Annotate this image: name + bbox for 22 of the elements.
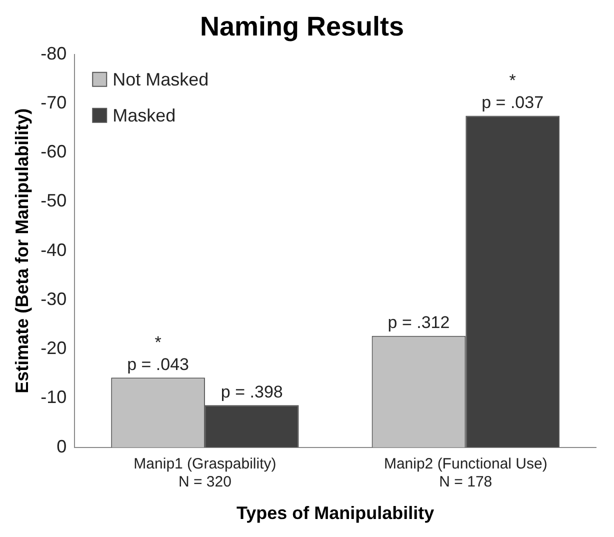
annotation: p = .043 [127,354,189,374]
legend-label: Not Masked [112,69,209,90]
y-tick-label: 0 [56,436,67,456]
annotation: p = .037 [482,92,544,112]
annotation: p = .312 [388,313,450,332]
x-axis-title: Types of Manipulability [236,503,434,524]
y-tick-label: -50 [40,190,67,211]
y-tick-label: -10 [40,387,67,408]
annotation: * [509,70,516,90]
x-tick-label: Manip2 (Functional Use) N = 178 [384,456,548,491]
y-tick-label: -60 [40,142,67,162]
x-tick-label: Manip1 (Graspability) N = 320 [134,456,276,491]
annotation: * [154,332,162,352]
y-axis-title: Estimate (Beta for Manipulability) [12,108,32,394]
y-tick-label: -30 [40,288,67,309]
annotation: p = .398 [220,382,283,402]
y-tick-label: -70 [40,92,67,112]
chart-title: Naming Results [200,12,404,42]
y-tick-label: -80 [40,43,67,64]
legend-label: Masked [112,105,176,126]
y-tick-label: -20 [40,338,67,358]
y-tick-label: -40 [40,240,67,260]
